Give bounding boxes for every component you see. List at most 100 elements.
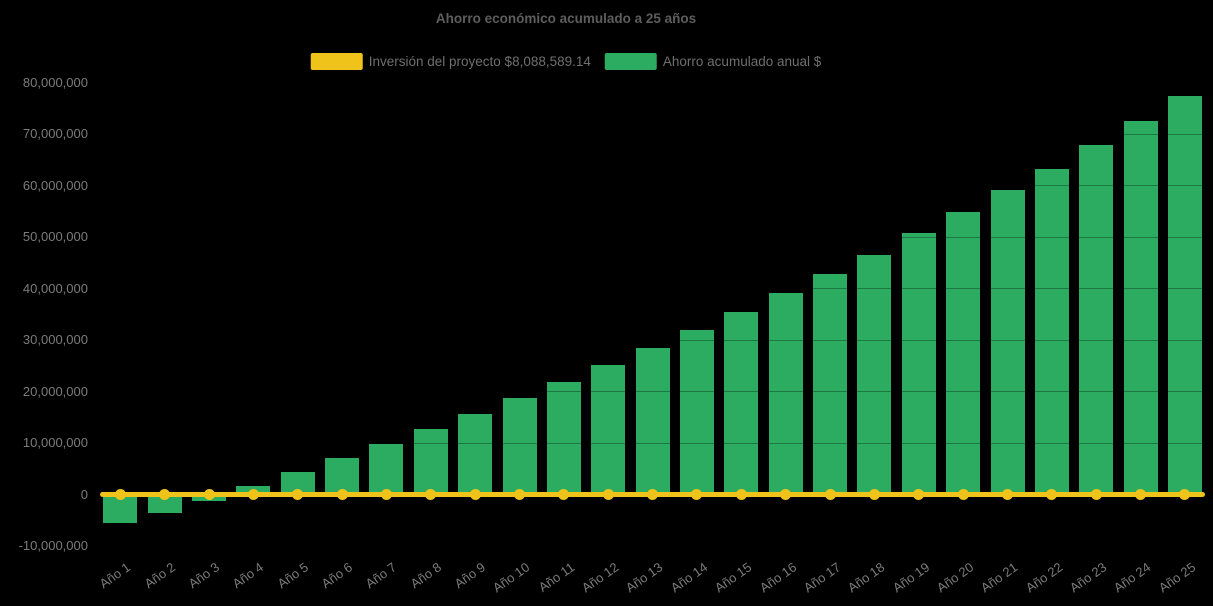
y-axis-tick-label: 0 <box>80 486 88 502</box>
bar-ano-22 <box>1034 168 1069 495</box>
line-marker-ano-16 <box>780 489 792 500</box>
line-marker-ano-13 <box>647 489 659 500</box>
bar-ano-7 <box>369 443 404 495</box>
legend-item-label: Inversión del proyecto $8,088,589.14 <box>368 54 591 69</box>
x-axis-label-ano-4: Año 4 <box>229 559 267 592</box>
y-axis-tick-label: 80,000,000 <box>22 74 88 90</box>
x-axis-label-ano-6: Año 6 <box>318 559 356 592</box>
x-axis-label-ano-17: Año 17 <box>800 559 844 596</box>
bar-ano-20 <box>946 212 981 495</box>
y-axis-tick-label: 50,000,000 <box>22 229 88 244</box>
x-axis-label-ano-11: Año 11 <box>535 559 577 595</box>
y-axis-tick-label: 40,000,000 <box>22 280 88 296</box>
legend-swatch-bar-icon <box>604 53 657 70</box>
chart-legend: Inversión del proyecto $8,088,589.14 Ahor… <box>310 53 822 70</box>
bar-ano-14 <box>679 330 714 495</box>
line-marker-ano-11 <box>558 489 570 500</box>
line-marker-ano-19 <box>913 489 925 500</box>
gridline <box>98 236 1207 238</box>
x-axis-label-ano-18: Año 18 <box>845 559 888 596</box>
line-marker-ano-1 <box>114 489 126 500</box>
gridline <box>98 288 1207 289</box>
legend-item-label: Ahorro acumulado anual $ <box>662 54 822 69</box>
bar-ano-19 <box>901 233 936 495</box>
y-axis-tick-label: 70,000,000 <box>22 126 88 141</box>
x-axis-label-ano-1: Año 1 <box>96 559 134 592</box>
gridline <box>98 391 1207 392</box>
gridline <box>98 442 1207 444</box>
x-axis-label-ano-22: Año 22 <box>1022 559 1065 596</box>
line-marker-ano-24 <box>1135 489 1147 500</box>
x-axis-label-ano-15: Año 15 <box>712 559 755 596</box>
gridline <box>98 339 1207 341</box>
bar-ano-16 <box>768 292 803 495</box>
line-marker-ano-3 <box>203 489 215 500</box>
line-marker-ano-8 <box>425 489 437 500</box>
bar-ano-10 <box>502 397 537 495</box>
x-axis-label-ano-14: Año 14 <box>667 559 710 596</box>
bar-ano-17 <box>813 274 848 495</box>
x-axis-label-ano-20: Año 20 <box>933 559 977 596</box>
x-axis-label-ano-21: Año 21 <box>978 559 1021 596</box>
line-marker-ano-10 <box>514 489 526 500</box>
chart-title: Ahorro económico acumulado a 25 años <box>435 11 697 26</box>
bar-ano-21 <box>990 189 1025 495</box>
bar-ano-2 <box>147 494 182 514</box>
legend-item: Ahorro acumulado anual $ <box>604 53 822 70</box>
line-marker-ano-2 <box>159 489 171 500</box>
x-axis-label-ano-9: Año 9 <box>451 559 489 592</box>
y-axis-tick-label: 60,000,000 <box>22 177 88 193</box>
x-axis-label-ano-24: Año 24 <box>1111 559 1154 596</box>
bar-ano-15 <box>724 311 759 495</box>
bar-ano-12 <box>591 365 626 495</box>
x-axis-label-ano-10: Año 10 <box>490 559 533 596</box>
line-marker-ano-18 <box>868 489 880 500</box>
x-axis-label-ano-2: Año 2 <box>141 559 178 592</box>
line-marker-ano-7 <box>380 489 392 500</box>
bar-ano-25 <box>1167 96 1202 495</box>
x-axis-label-ano-12: Año 12 <box>578 559 622 596</box>
bar-ano-5 <box>280 471 315 495</box>
bar-ano-6 <box>325 458 360 495</box>
bar-ano-23 <box>1079 144 1114 495</box>
line-marker-ano-20 <box>957 489 969 500</box>
line-marker-ano-6 <box>336 489 348 500</box>
gridline <box>98 185 1207 186</box>
x-axis-label-ano-8: Año 8 <box>407 559 444 592</box>
gridline <box>98 133 1207 135</box>
bar-ano-11 <box>546 382 581 495</box>
x-axis-label-ano-19: Año 19 <box>889 559 932 596</box>
line-marker-ano-23 <box>1090 489 1102 500</box>
x-axis-label-ano-23: Año 23 <box>1066 559 1110 596</box>
legend-item: Inversión del proyecto $8,088,589.14 <box>310 53 591 70</box>
line-marker-ano-9 <box>469 489 481 500</box>
y-axis-tick-label: 20,000,000 <box>22 383 88 399</box>
line-marker-ano-21 <box>1002 489 1013 500</box>
line-marker-ano-25 <box>1179 489 1191 500</box>
gridline <box>98 82 1207 83</box>
bar-ano-24 <box>1123 120 1158 495</box>
bar-ano-8 <box>413 429 448 495</box>
bar-ano-13 <box>635 348 670 495</box>
line-marker-ano-5 <box>292 489 304 500</box>
line-marker-ano-12 <box>602 489 614 500</box>
line-marker-ano-22 <box>1046 489 1058 500</box>
y-axis-tick-label: -10,000,000 <box>18 538 88 553</box>
x-axis-label-ano-5: Año 5 <box>274 559 311 592</box>
x-axis-label-ano-3: Año 3 <box>185 559 223 592</box>
line-marker-ano-14 <box>691 489 703 500</box>
legend-swatch-line-icon <box>310 53 363 70</box>
x-axis-label-ano-13: Año 13 <box>623 559 666 596</box>
x-axis-label-ano-16: Año 16 <box>756 559 799 596</box>
x-axis-label-ano-25: Año 25 <box>1155 559 1198 596</box>
line-marker-ano-17 <box>824 489 836 500</box>
y-axis-tick-label: 10,000,000 <box>22 435 88 450</box>
y-axis-tick-label: 30,000,000 <box>22 332 88 347</box>
bar-ano-9 <box>458 414 493 495</box>
bar-ano-18 <box>857 254 892 495</box>
line-marker-ano-4 <box>247 489 259 500</box>
gridline <box>98 545 1207 547</box>
x-axis-label-ano-7: Año 7 <box>363 559 400 592</box>
